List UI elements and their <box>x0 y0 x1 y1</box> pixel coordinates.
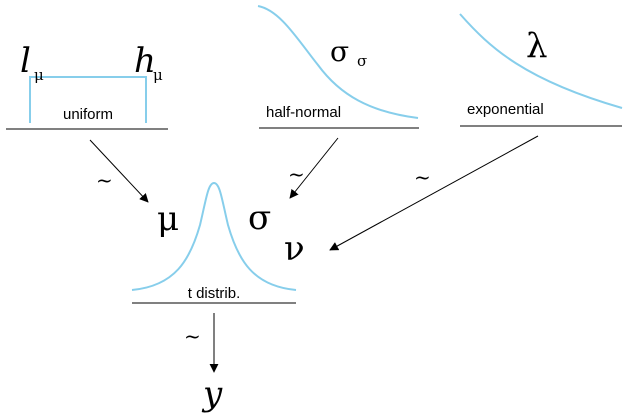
uniform-high-symbol: h <box>134 41 156 81</box>
half-normal-param-symbol: σ <box>330 35 349 68</box>
observed-arrow: ~ <box>184 313 219 373</box>
half-normal-curve <box>257 5 419 119</box>
exponential-curve <box>459 13 623 109</box>
half-normal-label: half-normal <box>266 104 341 121</box>
tilde-observed: ~ <box>184 324 201 348</box>
uniform-curve <box>29 76 147 123</box>
tilde-half-normal: ~ <box>288 162 305 186</box>
sigma-symbol: σ <box>248 198 271 238</box>
uniform-high-subscript: μ <box>153 66 163 84</box>
arrow-half-normal-to-sigma <box>289 137 339 199</box>
arrow-exponential-to-nu <box>329 135 539 251</box>
arrow-uniform-to-mu <box>89 139 149 203</box>
exponential-label: exponential <box>467 101 544 118</box>
prior-arrows: ~ ~ ~ <box>89 135 539 251</box>
half-normal-prior: half-normal σ σ <box>257 5 419 129</box>
mu-symbol: μ <box>157 199 179 239</box>
t-distribution: t distrib. μ σ ν <box>131 181 305 304</box>
half-normal-param-subscript: σ <box>357 52 367 70</box>
tilde-exponential: ~ <box>414 165 431 189</box>
t-distribution-curve <box>131 181 297 291</box>
tilde-uniform: ~ <box>96 168 113 192</box>
exponential-prior: exponential λ <box>459 13 623 127</box>
nu-symbol: ν <box>284 229 305 269</box>
t-distribution-label: t distrib. <box>188 285 241 302</box>
exponential-param-symbol: λ <box>526 26 548 66</box>
observed-y-symbol: y <box>201 374 223 414</box>
uniform-low-subscript: μ <box>34 66 44 84</box>
uniform-prior: uniform l μ h μ <box>6 41 168 130</box>
uniform-label: uniform <box>63 106 113 123</box>
uniform-low-symbol: l <box>20 41 31 81</box>
